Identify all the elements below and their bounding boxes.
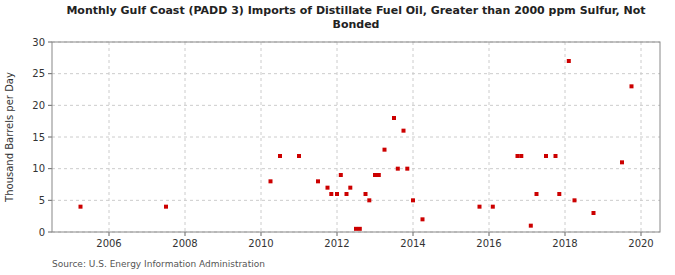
title: Monthly Gulf Coast (PADD 3) Imports of D… — [66, 4, 645, 31]
point — [278, 154, 282, 158]
tick-y — [48, 168, 52, 169]
point — [364, 192, 368, 196]
tick-x — [261, 232, 262, 236]
title-line: Bonded — [333, 18, 380, 31]
grid-line-y — [52, 105, 660, 106]
grid-line-x — [261, 42, 262, 232]
tick-x — [337, 232, 338, 236]
point — [529, 224, 533, 228]
point — [554, 154, 558, 158]
point — [354, 227, 358, 231]
grid-line-x — [413, 42, 414, 232]
point — [345, 192, 349, 196]
tick-x — [185, 232, 186, 236]
plot-frame — [52, 42, 660, 232]
point — [567, 59, 571, 63]
point — [519, 154, 523, 158]
point — [373, 173, 377, 177]
chart: Monthly Gulf Coast (PADD 3) Imports of D… — [0, 0, 675, 275]
title-line: Monthly Gulf Coast (PADD 3) Imports of D… — [66, 4, 645, 17]
tick-y — [48, 200, 52, 201]
tick-label-x: 2006 — [96, 238, 121, 249]
point — [377, 173, 381, 177]
tick-x — [489, 232, 490, 236]
grid-line-x — [489, 42, 490, 232]
tick-label-x: 2012 — [324, 238, 349, 249]
grid-line-x — [185, 42, 186, 232]
point — [478, 205, 482, 209]
point — [348, 186, 352, 190]
point — [316, 179, 320, 183]
point — [405, 167, 409, 171]
point — [491, 205, 495, 209]
grid-line-x — [565, 42, 566, 232]
point — [421, 217, 425, 221]
point — [164, 205, 168, 209]
tick-label-x: 2018 — [552, 238, 577, 249]
point — [592, 211, 596, 215]
source-note: Source: U.S. Energy Information Administ… — [52, 259, 265, 269]
tick-y — [48, 105, 52, 106]
grid-line-x — [641, 42, 642, 232]
point — [544, 154, 548, 158]
tick-y — [48, 42, 52, 43]
tick-label-x: 2016 — [476, 238, 501, 249]
point — [358, 227, 362, 231]
point — [402, 129, 406, 133]
tick-label-y: 30 — [32, 37, 45, 48]
y-axis-label: Thousand Barrels per Day — [4, 72, 15, 203]
point — [367, 198, 371, 202]
tick-label-y: 5 — [39, 195, 45, 206]
points — [79, 59, 634, 231]
tick-label-y: 10 — [32, 163, 45, 174]
tick-label-y: 0 — [39, 227, 45, 238]
tick-x — [565, 232, 566, 236]
tick-label-y: 25 — [32, 68, 45, 79]
tick-x — [413, 232, 414, 236]
tick-y — [48, 232, 52, 233]
grid — [52, 42, 660, 232]
point — [329, 192, 333, 196]
point — [396, 167, 400, 171]
point — [79, 205, 83, 209]
tick-label-x: 2020 — [628, 238, 653, 249]
tick-x — [109, 232, 110, 236]
tick-label-x: 2010 — [248, 238, 273, 249]
tick-y — [48, 73, 52, 74]
point — [516, 154, 520, 158]
point — [339, 173, 343, 177]
chart-container: Monthly Gulf Coast (PADD 3) Imports of D… — [0, 0, 675, 275]
grid-line-y — [52, 137, 660, 138]
point — [557, 192, 561, 196]
point — [535, 192, 539, 196]
tick-label-x: 2008 — [172, 238, 197, 249]
point — [335, 192, 339, 196]
grid-line-y — [52, 73, 660, 74]
grid-line-y — [52, 168, 660, 169]
point — [326, 186, 330, 190]
point — [297, 154, 301, 158]
point — [573, 198, 577, 202]
point — [411, 198, 415, 202]
grid-line-x — [337, 42, 338, 232]
point — [383, 148, 387, 152]
point — [620, 160, 624, 164]
point — [630, 84, 634, 88]
tick-y — [48, 137, 52, 138]
grid-line-y — [52, 200, 660, 201]
tick-x — [641, 232, 642, 236]
tick-label-y: 20 — [32, 100, 45, 111]
tick-label-x: 2014 — [400, 238, 425, 249]
grid-line-x — [109, 42, 110, 232]
point — [269, 179, 273, 183]
tick-label-y: 15 — [32, 132, 45, 143]
point — [392, 116, 396, 120]
